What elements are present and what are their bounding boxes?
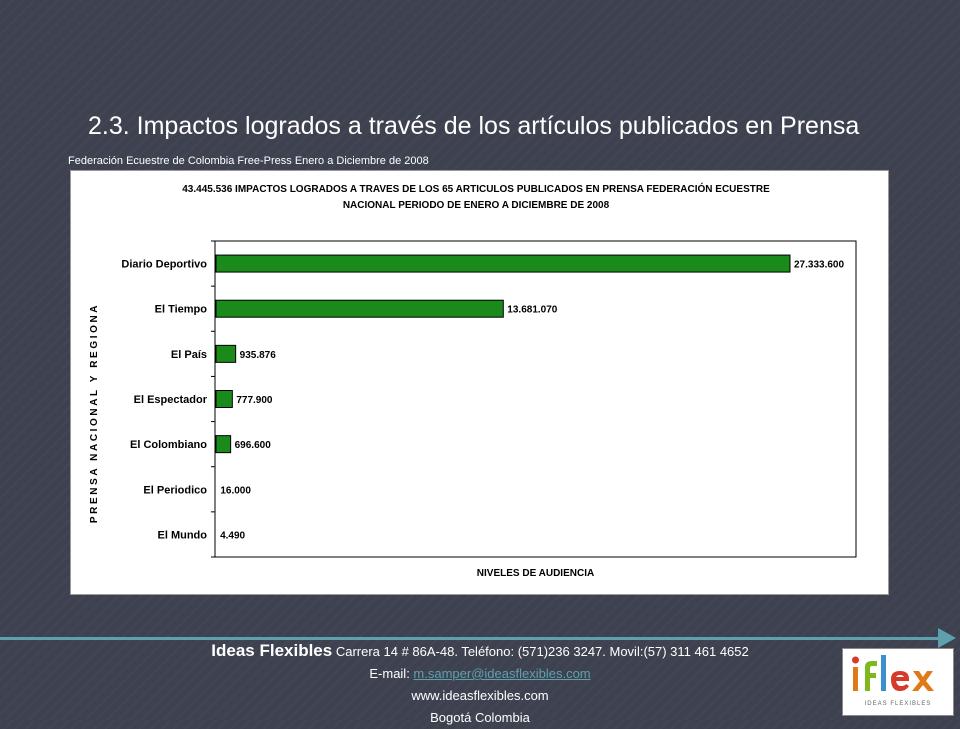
website-text: www.ideasflexibles.com: [411, 688, 549, 703]
footer-divider-arrow-line: [0, 637, 940, 640]
footer-contact: Ideas Flexibles Carrera 14 # 86A-48. Tel…: [120, 640, 840, 729]
slide-title: 2.3. Impactos logrados a través de los a…: [88, 112, 860, 140]
iflex-logo-mark: [852, 655, 934, 691]
bar: [215, 254, 791, 273]
logo-tagline: IDEAS FLEXIBLES: [865, 701, 932, 707]
data-label: 935.876: [240, 350, 277, 361]
bar: [215, 435, 232, 454]
data-label: 16.000: [220, 485, 251, 496]
chart-title-line: 43.445.536 IMPACTOS LOGRADOS A TRAVES DE…: [182, 182, 770, 195]
category-label: El Mundo: [158, 529, 208, 541]
data-label: 27.333.600: [794, 260, 844, 271]
chart-title-line: NACIONAL PERIODO DE ENERO A DICIEMBRE DE…: [343, 200, 610, 211]
data-label: 696.600: [235, 440, 272, 451]
category-label: El País: [171, 349, 207, 361]
bar: [215, 344, 237, 363]
footer-line-email: E-mail: m.samper@ideasflexibles.com: [120, 663, 840, 685]
company-address: Carrera 14 # 86A-48. Teléfono: (571)236 …: [332, 644, 749, 659]
data-label: 777.900: [236, 395, 273, 406]
arrow-right-icon: [938, 628, 956, 648]
email-label: E-mail:: [369, 666, 414, 681]
data-label: 4.490: [220, 530, 245, 541]
bar-chart: 43.445.536 IMPACTOS LOGRADOS A TRAVES DE…: [89, 182, 857, 579]
plot-frame: [214, 240, 857, 558]
bar: [215, 390, 233, 408]
city-text: Bogotá Colombia: [430, 710, 530, 725]
category-label: El Tiempo: [155, 304, 208, 316]
category-label: Diario Deportivo: [121, 259, 207, 271]
company-name: Ideas Flexibles: [211, 641, 333, 660]
slide-subtitle: Federación Ecuestre de Colombia Free-Pre…: [68, 155, 429, 167]
category-label: El Colombiano: [130, 439, 207, 451]
data-label: 13.681.070: [507, 305, 557, 316]
bar-chart-panel: 43.445.536 IMPACTOS LOGRADOS A TRAVES DE…: [70, 170, 889, 595]
category-label: El Espectador: [134, 394, 208, 406]
category-label: El Periodico: [143, 484, 207, 496]
iflex-logo: IDEAS FLEXIBLES: [842, 648, 954, 716]
email-link[interactable]: m.samper@ideasflexibles.com: [413, 666, 591, 681]
x-axis-label: NIVELES DE AUDIENCIA: [477, 568, 594, 579]
y-axis-label: PRENSA NACIONAL Y REGIONA: [89, 303, 100, 523]
footer-line-address: Ideas Flexibles Carrera 14 # 86A-48. Tel…: [120, 640, 840, 663]
bar: [215, 299, 504, 318]
